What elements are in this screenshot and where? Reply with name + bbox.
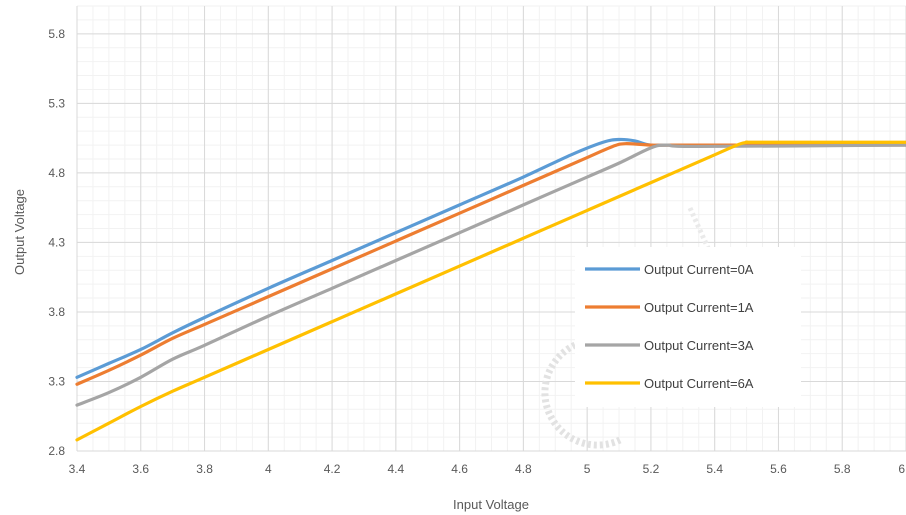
legend-label-1: Output Current=1A bbox=[644, 300, 754, 315]
y-tick-label: 4.3 bbox=[48, 235, 65, 249]
legend-label-0: Output Current=0A bbox=[644, 262, 754, 277]
legend: Output Current=0A Output Current=1A Output… bbox=[575, 247, 801, 407]
watermark bbox=[541, 206, 711, 449]
x-tick-label: 5.8 bbox=[834, 462, 851, 476]
x-tick-label: 5.6 bbox=[770, 462, 787, 476]
x-tick-label: 4.6 bbox=[451, 462, 468, 476]
x-tick-label: 5.2 bbox=[643, 462, 660, 476]
y-tick-label: 3.3 bbox=[48, 374, 65, 388]
x-axis-title: Input Voltage bbox=[453, 497, 529, 512]
y-axis-ticks: 2.8 3.3 3.8 4.3 4.8 5.3 5.8 bbox=[48, 27, 65, 458]
x-tick-label: 4.8 bbox=[515, 462, 532, 476]
y-tick-label: 2.8 bbox=[48, 444, 65, 458]
y-tick-label: 5.8 bbox=[48, 27, 65, 41]
series-line-2 bbox=[75, 143, 906, 407]
series-line-3 bbox=[75, 140, 906, 442]
x-tick-label: 4.2 bbox=[324, 462, 341, 476]
x-tick-label: 4 bbox=[265, 462, 272, 476]
x-tick-label: 5.4 bbox=[706, 462, 723, 476]
legend-label-3: Output Current=6A bbox=[644, 376, 754, 391]
y-axis-title: Output Voltage bbox=[12, 189, 27, 275]
series-lines bbox=[75, 137, 906, 442]
x-tick-label: 4.4 bbox=[388, 462, 405, 476]
legend-box bbox=[575, 247, 801, 407]
x-tick-label: 5 bbox=[584, 462, 591, 476]
y-tick-label: 3.8 bbox=[48, 305, 65, 319]
x-axis-ticks: 3.4 3.6 3.8 4 4.2 4.4 4.6 4.8 5 5.2 5.4 5.6 5.8 6 bbox=[69, 462, 906, 476]
series-line-1 bbox=[75, 142, 906, 386]
x-tick-label: 3.6 bbox=[132, 462, 149, 476]
x-tick-label: 3.8 bbox=[196, 462, 213, 476]
y-tick-label: 5.3 bbox=[48, 96, 65, 110]
y-tick-label: 4.8 bbox=[48, 166, 65, 180]
x-tick-label: 3.4 bbox=[69, 462, 86, 476]
x-tick-label: 6 bbox=[898, 462, 905, 476]
legend-label-2: Output Current=3A bbox=[644, 338, 754, 353]
